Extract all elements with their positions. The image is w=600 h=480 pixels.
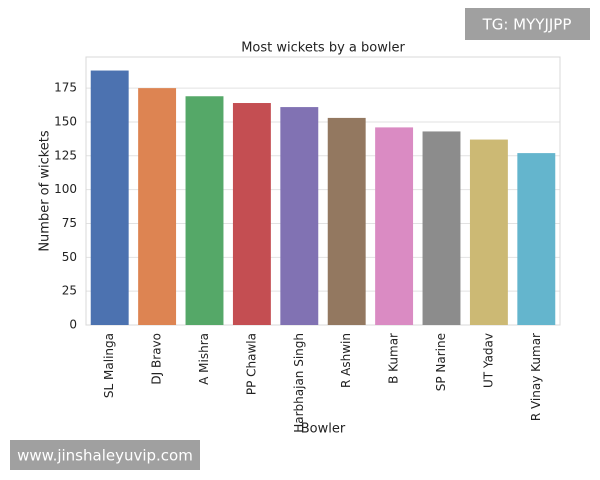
x-tick-label: Harbhajan Singh [292,333,306,433]
x-tick-label: A Mishra [197,333,211,385]
plot-frame [85,56,561,326]
bar [327,117,366,325]
bar [280,107,319,325]
bar [185,96,224,325]
x-axis-label: Bowler [301,422,346,437]
y-tick-label: 25 [62,284,77,298]
y-tick-label: 0 [69,318,77,332]
bar [469,139,508,325]
watermark: www.jinshaleyuvip.com [17,447,193,465]
bar [138,88,177,325]
x-tick-label: R Ashwin [339,333,353,388]
x-tick-label: SL Malinga [102,333,116,398]
x-tick-label: SP Narine [434,333,448,391]
chart-title: Most wickets by a bowler [241,41,405,56]
bar [422,131,461,325]
x-tick-label: R Vinay Kumar [529,333,543,421]
x-tick-label: PP Chawla [244,333,258,395]
y-tick-label: 125 [54,148,77,162]
watermark-box [465,8,590,40]
y-tick-label: 175 [54,81,77,95]
watermark-box [10,440,200,470]
x-tick-label: B Kumar [387,333,401,384]
y-tick-label: 150 [54,114,77,128]
y-tick-label: 100 [54,182,77,196]
y-tick-label: 75 [62,216,77,230]
y-tick-label: 50 [62,250,77,264]
bar [232,103,271,325]
x-tick-label: DJ Bravo [150,333,164,385]
y-axis-label: Number of wickets [38,130,53,252]
watermark: TG: MYYJJPP [482,16,572,34]
x-tick-label: UT Yadav [481,333,495,388]
bar [517,153,556,325]
bar [90,70,129,325]
bar [375,127,414,325]
